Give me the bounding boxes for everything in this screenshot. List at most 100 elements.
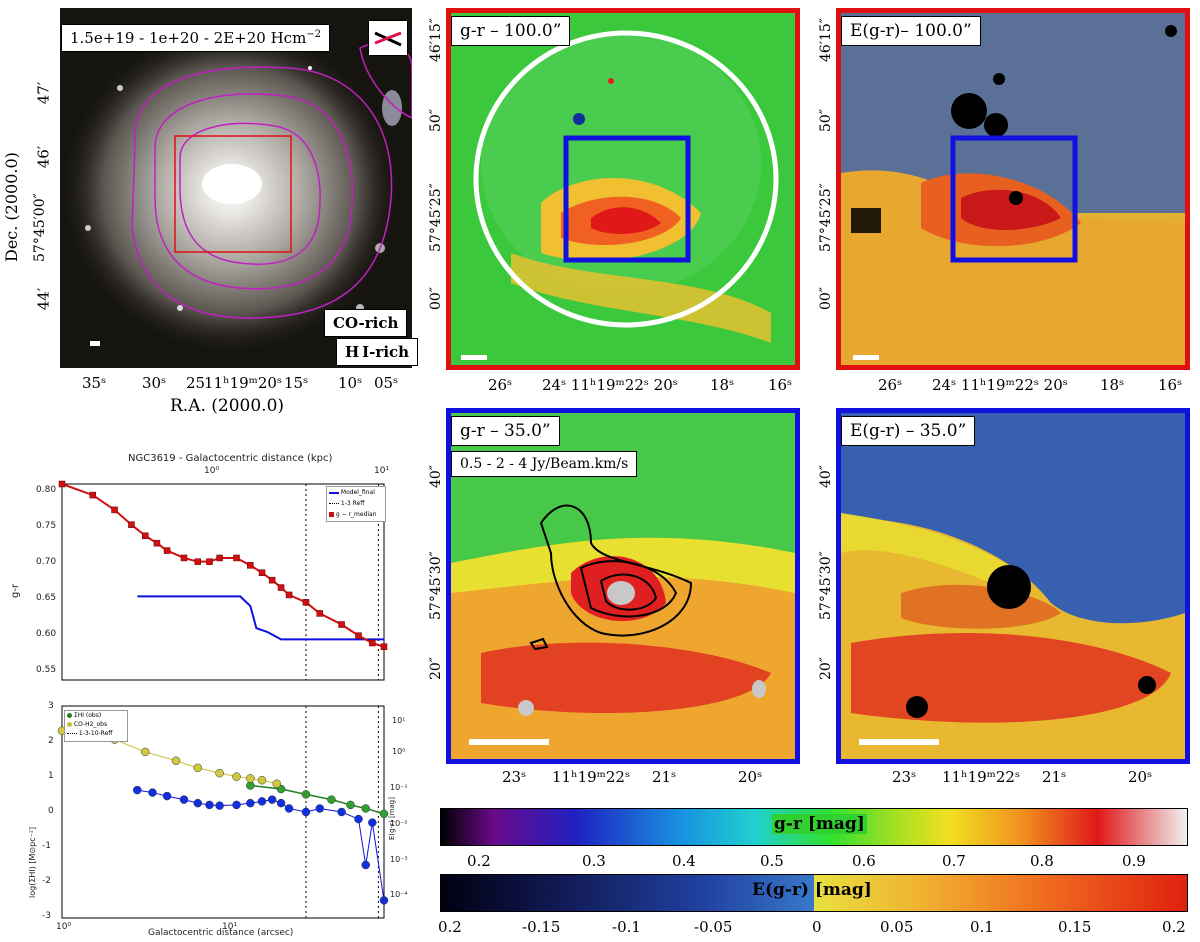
rtick: 10⁻² <box>390 819 408 828</box>
optical-image <box>60 8 412 368</box>
ytick: -3 <box>42 911 51 921</box>
xtick: 10¹ <box>222 922 238 932</box>
cb-tick: -0.1 <box>612 918 641 936</box>
plot-frame <box>61 483 385 681</box>
data-point <box>316 610 324 617</box>
y-tick: 40″ <box>818 464 834 488</box>
data-point <box>277 584 285 591</box>
x-tick: 24ˢ 11ʰ19ᵐ22ˢ 20ˢ <box>542 376 678 394</box>
data-point <box>133 785 142 795</box>
data-point <box>206 558 213 565</box>
x-tick: 16ˢ <box>768 376 793 394</box>
gr-100-map <box>451 13 795 365</box>
data-point <box>180 554 188 562</box>
data-point <box>215 801 224 810</box>
contour-levels-label: 1.5e+19 - 1e+20 - 2E+20 Hcm−2 <box>61 24 331 52</box>
gr-ylabel: g-r <box>10 583 21 598</box>
x-tick: 26ˢ <box>878 376 903 394</box>
data-point <box>379 896 389 905</box>
top-axis-tick: 10⁰ <box>204 466 220 476</box>
data-point <box>272 779 281 788</box>
data-point <box>301 807 311 817</box>
data-point <box>171 756 181 766</box>
gr-profile-chart <box>58 480 388 681</box>
gr-100-panel <box>446 8 800 370</box>
hi-ylabel: log(ΣHI) [M⊙pc⁻²] <box>28 826 37 898</box>
hi-legend: ΣHI (obs) CO-H2_obs 1-3-10-Reff <box>64 710 128 742</box>
series-line-1 <box>61 730 277 785</box>
data-point <box>153 539 161 547</box>
x-tick: 35ˢ <box>82 374 107 392</box>
y-tick: 57°45′30″ <box>428 551 444 620</box>
x-tick: 25 <box>186 374 206 392</box>
data-point <box>163 547 171 554</box>
data-point <box>268 576 276 584</box>
x-tick: 05ˢ <box>374 374 399 392</box>
cb-tick: 0.2 <box>1162 918 1186 936</box>
x-tick: 30ˢ <box>142 374 167 392</box>
dec-axis-label: Dec. (2000.0) <box>2 152 21 262</box>
data-point <box>148 788 157 797</box>
x-tick: 10ˢ <box>338 374 363 392</box>
ytick: 0 <box>48 806 54 816</box>
ytick: 0.55 <box>36 665 57 675</box>
data-point <box>216 554 223 562</box>
ytick: 0.65 <box>36 593 57 603</box>
cb-tick: 0.9 <box>1122 852 1146 870</box>
gr-legend: Model_final 1-3 Reff g − r_median <box>326 486 386 522</box>
egr-35-title: E(g-r) – 35.0” <box>841 416 976 446</box>
cb-tick: 0.2 <box>438 918 462 936</box>
orientation-icon <box>368 20 408 56</box>
data-point <box>346 800 355 810</box>
egr-35-panel <box>836 408 1190 764</box>
x-tick: 11ʰ19ᵐ20ˢ <box>204 374 283 392</box>
egr-100-title: E(g-r)– 100.0” <box>841 16 981 46</box>
gr-35-title: g-r – 35.0” <box>451 416 560 446</box>
y-tick: 00″ <box>428 286 444 310</box>
legend-co-rich: CO-rich <box>324 309 408 337</box>
ra-axis-label: R.A. (2000.0) <box>170 396 285 416</box>
cb-tick: 0.4 <box>672 852 696 870</box>
y-tick: 46′15″ <box>428 17 444 62</box>
y-tick: 50″ <box>818 108 834 132</box>
colorbar-egr <box>440 874 1188 912</box>
y-tick: 46′15″ <box>818 17 834 62</box>
y-tick: 46′ <box>34 145 53 169</box>
data-point <box>232 772 241 781</box>
data-point <box>379 809 389 819</box>
data-point <box>355 632 362 639</box>
hi-profile-chart <box>57 705 389 919</box>
cb-tick: 0.2 <box>467 852 491 870</box>
data-point <box>361 804 370 813</box>
data-point <box>257 775 267 785</box>
x-tick: 26ˢ <box>488 376 513 394</box>
colorbar-gr-label: g-r [mag] <box>772 814 867 834</box>
ytick: -2 <box>42 876 51 886</box>
egr-100-map <box>841 13 1185 365</box>
x-tick: 20ˢ <box>1128 768 1153 786</box>
rtick: 10⁻³ <box>390 855 408 864</box>
rtick: 10⁻¹ <box>390 783 408 792</box>
cb-tick: -0.05 <box>694 918 733 936</box>
cb-tick: -0.15 <box>522 918 561 936</box>
gr-100-title: g-r – 100.0” <box>451 16 571 46</box>
data-point <box>111 506 118 514</box>
ytick: 1 <box>48 771 54 781</box>
data-point <box>141 747 150 757</box>
x-tick: 24ˢ 11ʰ19ᵐ22ˢ 20ˢ <box>932 376 1068 394</box>
top-axis-tick: 10¹ <box>374 466 390 476</box>
egr-100-panel <box>836 8 1190 370</box>
ytick: 0.70 <box>36 557 57 567</box>
x-tick: 11ʰ19ᵐ22ˢ <box>942 768 1021 786</box>
y-tick: 40″ <box>428 464 444 488</box>
x-tick: 20ˢ <box>738 768 763 786</box>
data-point <box>338 621 345 628</box>
data-point <box>284 804 294 813</box>
data-point <box>179 795 189 804</box>
xtick: 10⁰ <box>56 922 72 932</box>
x-tick: 18ˢ <box>1100 376 1125 394</box>
hi-xlabel: Galactocentric distance (arcsec) <box>148 928 294 938</box>
y-tick: 57°45′25″ <box>428 183 444 252</box>
data-point <box>327 795 336 804</box>
legend-hi-rich: H I-rich <box>336 338 419 366</box>
